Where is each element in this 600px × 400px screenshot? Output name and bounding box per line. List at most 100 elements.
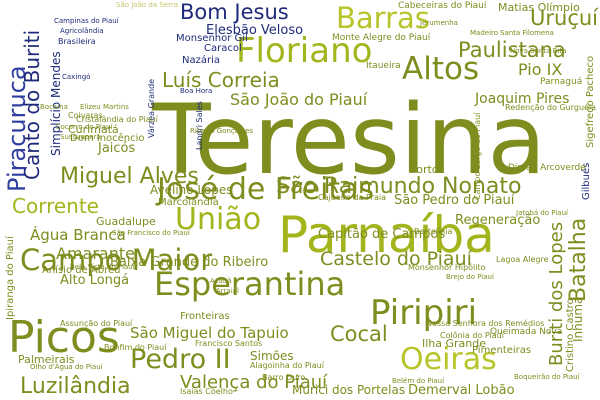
word: Belém do Piauí [392,377,445,385]
word: Floriano [236,31,373,71]
word: Francisco Santos [195,339,263,348]
word: Capitão de Campos [318,227,446,242]
word: Monte Alegre do Piauí [332,33,431,43]
word: Demerval Lobão [408,383,515,398]
word: José de Freitas [157,172,375,207]
word: Parnaíba [278,206,495,264]
word: Curimatá [68,123,119,136]
word: Agricolândia [60,27,104,35]
word: Picos [8,312,120,363]
word: Isaías Coelho [180,387,233,396]
word: Caxingó [62,73,91,81]
word: Sussuapara [60,133,101,141]
word: Buriti dos Lopes [546,221,567,366]
word: Brasileira [58,37,96,46]
word: Parnaguá [540,77,583,87]
word: Várzea Grande [147,78,156,138]
word: Oeiras [400,342,497,377]
word: Porto [410,163,439,176]
word: São Pedro do Piauí [394,193,515,208]
word: Campo Largo do Piauí [473,112,482,200]
word: Dirceu Arcoverde [508,163,586,173]
word: Cocal [330,322,388,346]
word: Pio IX [518,60,563,79]
word: Alagoinha do Piauí [250,361,324,370]
word: Nova Santa Rita [510,47,567,55]
word: Ipiranga do Piauí [5,236,16,320]
word: Anísio de Abreu [42,265,121,276]
word: Esperantina [154,265,346,303]
word: Barro Duro [262,373,306,382]
word: Matias Olímpio [498,1,580,14]
word: Jaicós [98,141,136,156]
word: Jatobá do Piauí [516,209,568,217]
word: Olho d'Água do Piauí [30,363,103,371]
word: São João do Piauí [230,90,368,109]
word: Uruçuí [530,6,599,30]
word: Cabeceiras do Piauí [398,1,487,11]
word: Bonfim do Piauí [104,343,167,352]
word: Boqueirão do Piauí [514,373,580,381]
word: Inhuma [571,296,585,342]
word: Regeneração [455,213,541,228]
word: Cajueiro da Praia [318,193,386,202]
word: Elizeu Martins [80,103,129,111]
word: Nazária [182,55,221,66]
word: Baixa Grande do Ribeiro [110,255,269,270]
word: Murici dos Portelas [292,383,406,397]
word: Água Branca [30,226,126,244]
word: Arraial [216,287,239,295]
word: Bom Jesus [180,0,289,24]
word: Elesbão Veloso [206,23,304,38]
word: Santa Filomena [500,29,554,37]
word: Palmeirais [18,353,75,366]
word: Cristalândia do Piauí [76,115,158,124]
word: Ilha Grande [422,337,487,350]
word: Redenção do Gurguéia [505,103,597,112]
word: Bela Vista do Piauí [70,263,135,271]
word: Ribeiro Gonçalves [190,127,254,135]
word: Marcolândia [158,197,219,208]
word: Pimenteiras [472,345,532,356]
word: Monsenhor Gil [176,33,248,44]
word: Avelino Lopes [150,183,233,197]
word: Bertolínia [414,227,453,236]
word: Pedro II [130,344,231,375]
word: Boa Hora [180,87,213,95]
word: Acauã [210,277,232,285]
word: Queimada Nova [490,327,563,337]
word: Batalha [566,217,591,302]
word: Piripiri [370,293,478,333]
word: Jerumenha [420,19,458,27]
word: Joaquim Pires [475,91,570,107]
word: Teresina [152,84,547,196]
word: Campinas do Piauí [54,17,119,25]
word: Paulistana [458,38,566,62]
word: Landri Sales [195,101,204,150]
word: Amarante [56,244,135,263]
word: Campo Maior [20,243,213,277]
word: Assunção do Piauí [60,319,133,328]
word: Coivaras [68,111,103,120]
word: Madeiro [470,29,499,37]
word: Bocaina [40,103,68,111]
word: Lagoa Alegre [496,255,549,264]
word: Colônia do Piauí [440,331,504,340]
word: Nossa Senhora dos Remédios [426,319,545,328]
word: Guadalupe [96,215,156,228]
word: Castelo do Piauí [320,248,472,270]
word: São Miguel do Tapuio [130,324,289,342]
word: Caracol [204,43,242,54]
word: Barras [336,1,430,35]
word: Corrente [12,194,99,218]
word: Itaueira [366,61,401,71]
word: Altos [402,51,480,87]
word: Simões [250,349,294,363]
word: Luzilândia [20,374,131,399]
word: União [175,202,262,237]
word: Sigefredo Pacheco [585,55,596,148]
word: São Francisco do Piauí [112,229,190,237]
word: Alto Longá [60,273,130,288]
word: São Raimundo Nonato [276,174,522,199]
